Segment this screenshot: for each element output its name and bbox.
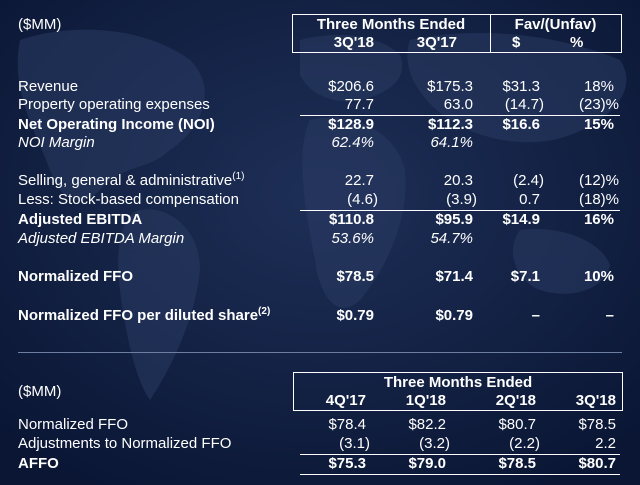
b-row-affo-3q18: $80.7 [578, 455, 616, 472]
row-noi-margin-3q18: 62.4% [331, 134, 374, 151]
row-ffo-share-footnote: (2) [258, 306, 271, 317]
b-row-ffo-4q17: $78.4 [328, 416, 366, 433]
top-header-fav-unfav: Fav/(Unfav) [514, 16, 597, 33]
row-sga-fav-pct: (12)% [578, 172, 619, 189]
b-row-affo-4q17: $75.3 [328, 455, 366, 472]
row-sga-3q18: 22.7 [344, 172, 374, 189]
row-ffo-fav-dollar: $7.1 [510, 268, 540, 285]
b-row-ffo-2q18: $80.7 [498, 416, 536, 433]
row-ffo-share-label: Normalized FFO per diluted share(2) [18, 307, 270, 325]
b-row-ffo-label: Normalized FFO [18, 416, 129, 433]
bottom-col-3q18: 3Q'18 [575, 392, 616, 409]
top-col-3q17: 3Q'17 [416, 34, 457, 51]
row-revenue-3q17: $175.3 [427, 78, 473, 95]
row-noi-margin-label: NOI Margin [18, 134, 95, 151]
row-ffo-label: Normalized FFO [18, 268, 134, 285]
bottom-header-three-months: Three Months Ended [383, 374, 533, 391]
row-noi-margin-3q17: 64.1% [430, 134, 473, 151]
b-row-adj-2q18: (2.2) [509, 435, 540, 452]
row-opex-fav-dollar: (14.7) [504, 96, 544, 113]
row-revenue-label: Revenue [18, 78, 79, 95]
top-header-three-months: Three Months Ended [316, 16, 466, 33]
row-ebitda-3q18: $110.8 [328, 211, 374, 228]
top-header-box-bottom [292, 52, 622, 53]
row-ebitda-label: Adjusted EBITDA [18, 211, 143, 228]
b-row-adj-label: Adjustments to Normalized FFO [18, 435, 232, 452]
row-revenue-fav-pct: 18% [583, 78, 614, 95]
row-ffo-share-3q18: $0.79 [336, 307, 374, 324]
row-ebitda-margin-label: Adjusted EBITDA Margin [18, 230, 185, 247]
row-sbc-3q18: (4.6) [347, 191, 378, 208]
section-divider [18, 352, 622, 353]
bottom-col-4q17: 4Q'17 [325, 392, 366, 409]
row-ebitda-margin-3q17: 54.7% [430, 230, 473, 247]
row-noi-3q17: $112.3 [427, 116, 473, 133]
row-sga-label: Selling, general & administrative(1) [18, 172, 245, 190]
row-sbc-fav-dollar: 0.7 [519, 191, 540, 208]
top-header-box-left [292, 14, 293, 53]
row-sga-footnote: (1) [232, 171, 245, 182]
row-noi-label: Net Operating Income (NOI) [18, 116, 215, 133]
top-header-box-divider [490, 14, 491, 53]
row-opex-3q18: 77.7 [344, 96, 374, 113]
row-sbc-underline [300, 210, 620, 211]
row-noi-3q18: $128.9 [328, 116, 374, 133]
row-ffo-share-fav-pct: – [605, 307, 614, 324]
b-row-affo-label: AFFO [18, 455, 59, 472]
row-sga-fav-dollar: (2.4) [513, 172, 544, 189]
b-row-affo-2q18: $78.5 [498, 455, 536, 472]
b-row-affo-underline [300, 474, 620, 475]
row-sga-3q17: 20.3 [443, 172, 473, 189]
row-revenue-3q18: $206.6 [328, 78, 374, 95]
top-unit-label: ($MM) [18, 16, 62, 33]
row-ffo-3q17: $71.4 [435, 268, 473, 285]
row-ebitda-fav-pct: 16% [583, 211, 614, 228]
row-opex-3q17: 63.0 [443, 96, 473, 113]
b-row-ffo-1q18: $82.2 [408, 416, 446, 433]
b-row-adj-4q17: (3.1) [339, 435, 370, 452]
bottom-col-2q18: 2Q'18 [495, 392, 536, 409]
row-opex-underline [300, 115, 620, 116]
row-ebitda-fav-dollar: $14.9 [502, 211, 540, 228]
b-row-adj-1q18: (3.2) [419, 435, 450, 452]
bottom-header-box-top [293, 372, 623, 373]
row-sbc-label: Less: Stock-based compensation [18, 191, 239, 208]
row-sga-label-text: Selling, general & administrative [18, 172, 233, 189]
top-col-3q18: 3Q'18 [333, 34, 374, 51]
b-row-ffo-3q18: $78.5 [578, 416, 616, 433]
row-revenue-fav-dollar: $31.3 [502, 78, 540, 95]
row-ffo-fav-pct: 10% [583, 268, 614, 285]
row-ffo-share-fav-dollar: – [531, 307, 540, 324]
b-row-affo-1q18: $79.0 [408, 455, 446, 472]
row-opex-fav-pct: (23)% [578, 96, 619, 113]
bottom-unit-label: ($MM) [18, 383, 62, 400]
bottom-header-box-bottom [293, 410, 623, 411]
row-sbc-3q17: (3.9) [446, 191, 477, 208]
row-ffo-share-label-text: Normalized FFO per diluted share [18, 307, 259, 324]
row-ffo-3q18: $78.5 [336, 268, 374, 285]
row-ebitda-3q17: $95.9 [435, 211, 473, 228]
top-col-percent: % [570, 34, 584, 51]
top-header-box-right [621, 14, 622, 53]
top-header-box-top [292, 14, 622, 15]
b-row-adj-3q18: 2.2 [595, 435, 616, 452]
bottom-header-box-left [293, 372, 294, 411]
top-col-dollar: $ [512, 34, 521, 51]
b-row-adj-underline [300, 454, 620, 455]
row-ebitda-margin-3q18: 53.6% [331, 230, 374, 247]
row-noi-fav-pct: 15% [583, 116, 614, 133]
row-ffo-share-3q17: $0.79 [435, 307, 473, 324]
row-sbc-fav-pct: (18)% [578, 191, 619, 208]
row-opex-label: Property operating expenses [18, 96, 210, 113]
row-noi-fav-dollar: $16.6 [502, 116, 540, 133]
bottom-header-box-right [622, 372, 623, 411]
bottom-col-1q18: 1Q'18 [405, 392, 446, 409]
